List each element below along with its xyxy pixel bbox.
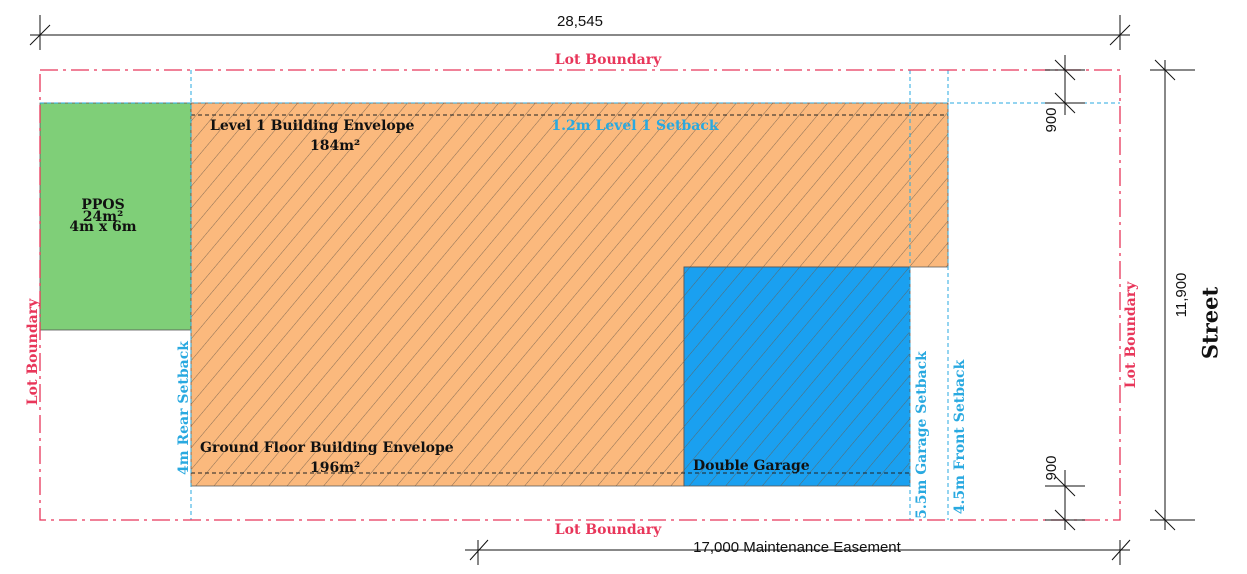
boundary-left: Lot Boundary: [25, 298, 41, 405]
dimension-lines: [29, 15, 1195, 565]
dim-width: 28,545: [557, 13, 603, 30]
ppos-area-label: 24m²: [83, 209, 123, 225]
front-setback: 4.5m Front Setback: [952, 359, 968, 514]
ground-area: 196m²: [310, 460, 360, 476]
dim-depth: 11,900: [1173, 273, 1190, 318]
lot-boundary: [39, 69, 1121, 521]
boundary-bottom: Lot Boundary: [555, 522, 662, 538]
rear-setback: 4m Rear Setback: [176, 341, 192, 475]
dim-easement: 17,000 Maintenance Easement: [693, 539, 901, 556]
boundary-right: Lot Boundary: [1123, 281, 1139, 388]
dim-bottom-offset: 900: [1043, 455, 1060, 480]
boundary-top: Lot Boundary: [555, 52, 662, 68]
garage-label: Double Garage: [693, 458, 810, 474]
setback-lines: [40, 70, 1120, 520]
ppos-title: PPOS: [81, 197, 124, 213]
ppos-size: 4m x 6m: [69, 219, 136, 235]
street: Street: [1198, 287, 1223, 360]
dim-top-offset: 900: [1043, 107, 1060, 132]
ppos-area: [39, 102, 192, 331]
level1-title: Level 1 Building Envelope: [210, 118, 415, 134]
hatch: [191, 103, 948, 486]
level1-setback: 1.2m Level 1 Setback: [551, 118, 719, 134]
garage-setback: 5.5m Garage Setback: [914, 351, 930, 519]
level1-area: 184m²: [310, 138, 360, 154]
ground-title: Ground Floor Building Envelope: [200, 440, 454, 456]
